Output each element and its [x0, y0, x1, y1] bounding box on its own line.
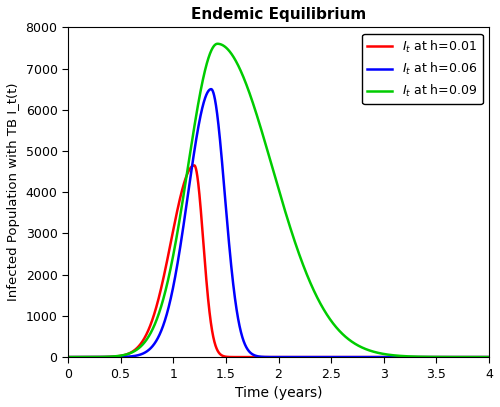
Title: Endemic Equilibrium: Endemic Equilibrium	[191, 7, 366, 22]
$I_t$ at h=0.06	[314, 354, 320, 359]
$I_t$ at h=0.01	[377, 354, 383, 359]
$I_t$ at h=0.06	[218, 142, 224, 147]
$I_t$ at h=0.01	[486, 354, 492, 359]
Y-axis label: Infected Population with TB I_t(t): Infected Population with TB I_t(t)	[7, 83, 20, 302]
$I_t$ at h=0.09	[332, 324, 338, 329]
X-axis label: Time (years): Time (years)	[235, 386, 322, 400]
$I_t$ at h=0.06	[400, 354, 406, 359]
$I_t$ at h=0.09	[377, 351, 383, 356]
$I_t$ at h=0.09	[214, 42, 220, 46]
$I_t$ at h=0.09	[218, 42, 224, 47]
Line: $I_t$ at h=0.01: $I_t$ at h=0.01	[68, 165, 489, 357]
$I_t$ at h=0.01	[332, 354, 338, 359]
$I_t$ at h=0.01	[86, 354, 92, 359]
$I_t$ at h=0.01	[65, 354, 71, 359]
$I_t$ at h=0.09	[486, 354, 492, 359]
$I_t$ at h=0.01	[191, 163, 197, 168]
$I_t$ at h=0.01	[400, 354, 406, 359]
$I_t$ at h=0.09	[400, 354, 406, 359]
$I_t$ at h=0.06	[65, 354, 71, 359]
$I_t$ at h=0.06	[332, 354, 338, 359]
Legend: $I_t$ at h=0.01, $I_t$ at h=0.06, $I_t$ at h=0.09: $I_t$ at h=0.01, $I_t$ at h=0.06, $I_t$ …	[362, 33, 483, 104]
$I_t$ at h=0.09	[86, 354, 92, 359]
$I_t$ at h=0.01	[218, 352, 224, 357]
Line: $I_t$ at h=0.06: $I_t$ at h=0.06	[68, 89, 489, 357]
$I_t$ at h=0.06	[208, 87, 214, 92]
$I_t$ at h=0.06	[486, 354, 492, 359]
$I_t$ at h=0.06	[86, 354, 92, 359]
$I_t$ at h=0.09	[65, 354, 71, 359]
$I_t$ at h=0.09	[314, 295, 320, 300]
$I_t$ at h=0.01	[314, 354, 320, 359]
Line: $I_t$ at h=0.09: $I_t$ at h=0.09	[68, 44, 489, 357]
$I_t$ at h=0.06	[377, 354, 383, 359]
